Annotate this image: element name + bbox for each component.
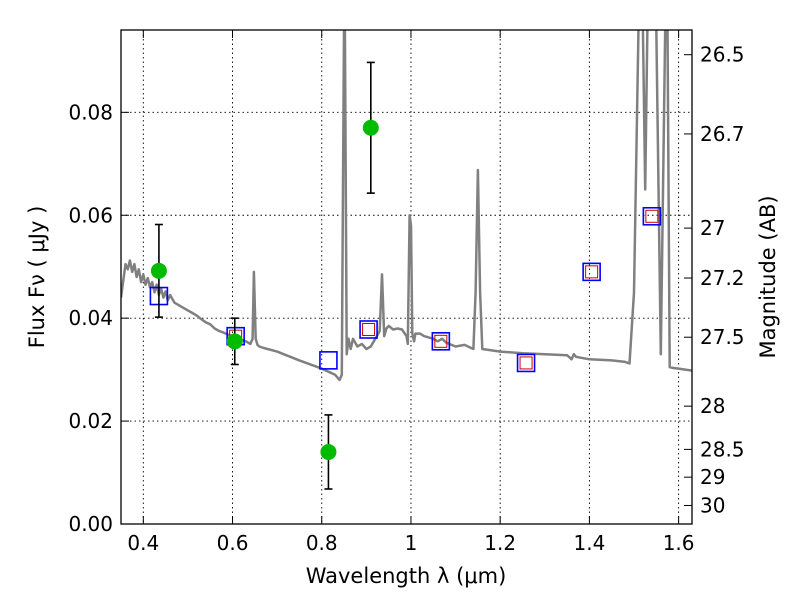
template-spectrum: [121, 30, 692, 382]
observed-point: [150, 262, 167, 279]
y-tick-label: 0.08: [68, 100, 113, 124]
y2-tick-label: 28: [700, 394, 725, 418]
x-tick-label: 1: [405, 531, 418, 555]
x-tick-label: 1.2: [484, 531, 516, 555]
model-marker: [319, 351, 338, 370]
model-inner-marker: [585, 265, 599, 279]
model-marker: [359, 320, 378, 339]
grid-lines: [121, 30, 692, 525]
y2-tick-label: 26.7: [700, 122, 745, 146]
model-marker: [582, 262, 601, 282]
x-tick-label: 1.6: [663, 531, 695, 555]
observed-point: [362, 119, 379, 136]
y2-axis-ticks: 26.5 26.7 27 27.2 27.5 28 28.5 29 30: [684, 43, 745, 517]
y-axis-label: Flux Fν ( μJy ): [25, 206, 49, 349]
y2-tick-label: 30: [700, 493, 725, 517]
y-tick-label: 0.04: [68, 306, 113, 330]
y2-tick-label: 27.2: [700, 266, 745, 290]
observed-photometry: [150, 61, 379, 490]
model-marker: [431, 332, 451, 351]
template-spectrum-line: [121, 30, 692, 382]
y-tick-label: 0.00: [68, 512, 113, 536]
y-tick-label: 0.06: [68, 203, 113, 227]
model-inner-marker: [362, 322, 376, 336]
y2-axis-label: Magnitude (AB): [756, 195, 780, 358]
x-axis-ticks: 0.4 0.6 0.8 1 1.2 1.4 1.6: [127, 30, 695, 555]
observed-point: [226, 333, 243, 350]
x-tick-label: 0.6: [217, 531, 249, 555]
x-axis-label: Wavelength λ (μm): [306, 564, 507, 588]
x-tick-label: 0.8: [306, 531, 338, 555]
model-inner-marker: [645, 209, 659, 223]
y2-tick-label: 28.5: [700, 437, 745, 461]
y2-tick-label: 29: [700, 465, 725, 489]
x-tick-label: 1.4: [573, 531, 605, 555]
y-tick-label: 0.02: [68, 409, 113, 433]
model-inner-marker: [434, 334, 448, 348]
y2-tick-label: 27: [700, 216, 725, 240]
model-inner-marker: [519, 356, 533, 370]
plot-frame: [120, 29, 693, 525]
y2-tick-label: 26.5: [700, 43, 745, 67]
model-marker: [516, 353, 536, 373]
x-tick-label: 0.4: [127, 531, 159, 555]
model-marker: [642, 206, 662, 226]
observed-point: [320, 443, 337, 460]
y-axis-ticks: 0.00 0.02 0.04 0.06 0.08: [68, 100, 129, 536]
model-photometry: [149, 206, 662, 373]
y2-tick-label: 27.5: [700, 325, 745, 349]
